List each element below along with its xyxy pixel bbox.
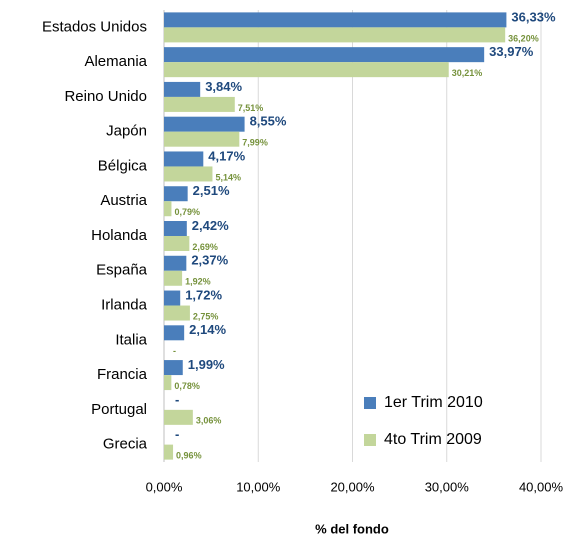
bar	[164, 201, 172, 217]
value-label: 33,97%	[489, 44, 534, 59]
y-tick-label: Bélgica	[98, 157, 148, 174]
value-label: 8,55%	[250, 114, 287, 129]
value-label: 1,92%	[185, 277, 211, 287]
legend-label: 4to Trim 2009	[384, 431, 482, 448]
value-label: 5,14%	[215, 172, 241, 182]
x-tick-label: 40,00%	[519, 479, 564, 494]
bar	[164, 166, 213, 182]
bar	[164, 290, 181, 306]
bar	[164, 27, 506, 43]
x-tick-label: 30,00%	[425, 479, 470, 494]
bar	[164, 47, 485, 63]
x-tick-label: 0,00%	[146, 479, 183, 494]
value-label: 36,20%	[508, 33, 539, 43]
y-tick-label: Portugal	[91, 401, 147, 418]
y-tick-label: Italia	[115, 331, 147, 348]
y-tick-label: Alemania	[84, 53, 147, 70]
y-tick-label: España	[96, 262, 148, 279]
y-tick-label: Austria	[100, 192, 147, 209]
bar	[164, 236, 190, 251]
value-label: 1,99%	[188, 357, 225, 372]
y-tick-label: Irlanda	[101, 297, 148, 314]
bar	[164, 12, 507, 28]
x-tick-label: 10,00%	[236, 479, 281, 494]
bar	[164, 409, 193, 425]
bar	[164, 131, 240, 147]
bar	[164, 444, 174, 460]
y-tick-label: Reino Unido	[64, 88, 147, 105]
value-label: 2,75%	[193, 311, 219, 321]
value-label: 2,69%	[192, 242, 218, 252]
y-tick-label: Estados Unidos	[42, 18, 147, 35]
y-tick-label: Grecia	[103, 436, 148, 453]
value-label: 2,37%	[191, 253, 228, 268]
x-tick-label: 20,00%	[330, 479, 375, 494]
value-label: -	[173, 346, 176, 356]
legend-swatch	[364, 397, 376, 409]
legend-label: 1er Trim 2010	[384, 394, 483, 411]
value-label: 2,51%	[193, 183, 230, 198]
bar	[164, 375, 172, 391]
bar	[164, 151, 204, 167]
bar	[164, 255, 187, 271]
value-label: 4,17%	[208, 148, 245, 163]
value-label: 7,99%	[242, 138, 268, 148]
value-label: 0,78%	[174, 381, 200, 391]
y-tick-label: Holanda	[91, 227, 148, 244]
bar	[164, 81, 201, 97]
bar	[164, 186, 188, 202]
bar	[164, 305, 190, 321]
bar	[164, 62, 449, 78]
bar	[164, 116, 245, 132]
value-label: 2,42%	[192, 218, 229, 233]
value-label: 3,06%	[196, 416, 222, 426]
x-axis-title: % del fondo	[315, 521, 389, 536]
value-label: 1,72%	[185, 287, 222, 302]
value-label: 36,33%	[511, 9, 556, 24]
bar	[164, 270, 183, 286]
value-label: 2,14%	[189, 322, 226, 337]
bar	[164, 221, 187, 236]
legend-swatch	[364, 434, 376, 446]
value-label: -	[175, 392, 179, 407]
value-label: 30,21%	[452, 68, 483, 78]
bar	[164, 325, 185, 341]
y-tick-label: Francia	[97, 366, 148, 383]
bar	[164, 96, 235, 112]
value-label: 0,96%	[176, 450, 202, 460]
y-tick-label: Japón	[106, 123, 147, 140]
value-label: -	[175, 427, 179, 442]
bar	[164, 360, 183, 376]
value-label: 3,84%	[205, 79, 242, 94]
value-label: 7,51%	[238, 103, 264, 113]
value-label: 0,79%	[174, 207, 200, 217]
